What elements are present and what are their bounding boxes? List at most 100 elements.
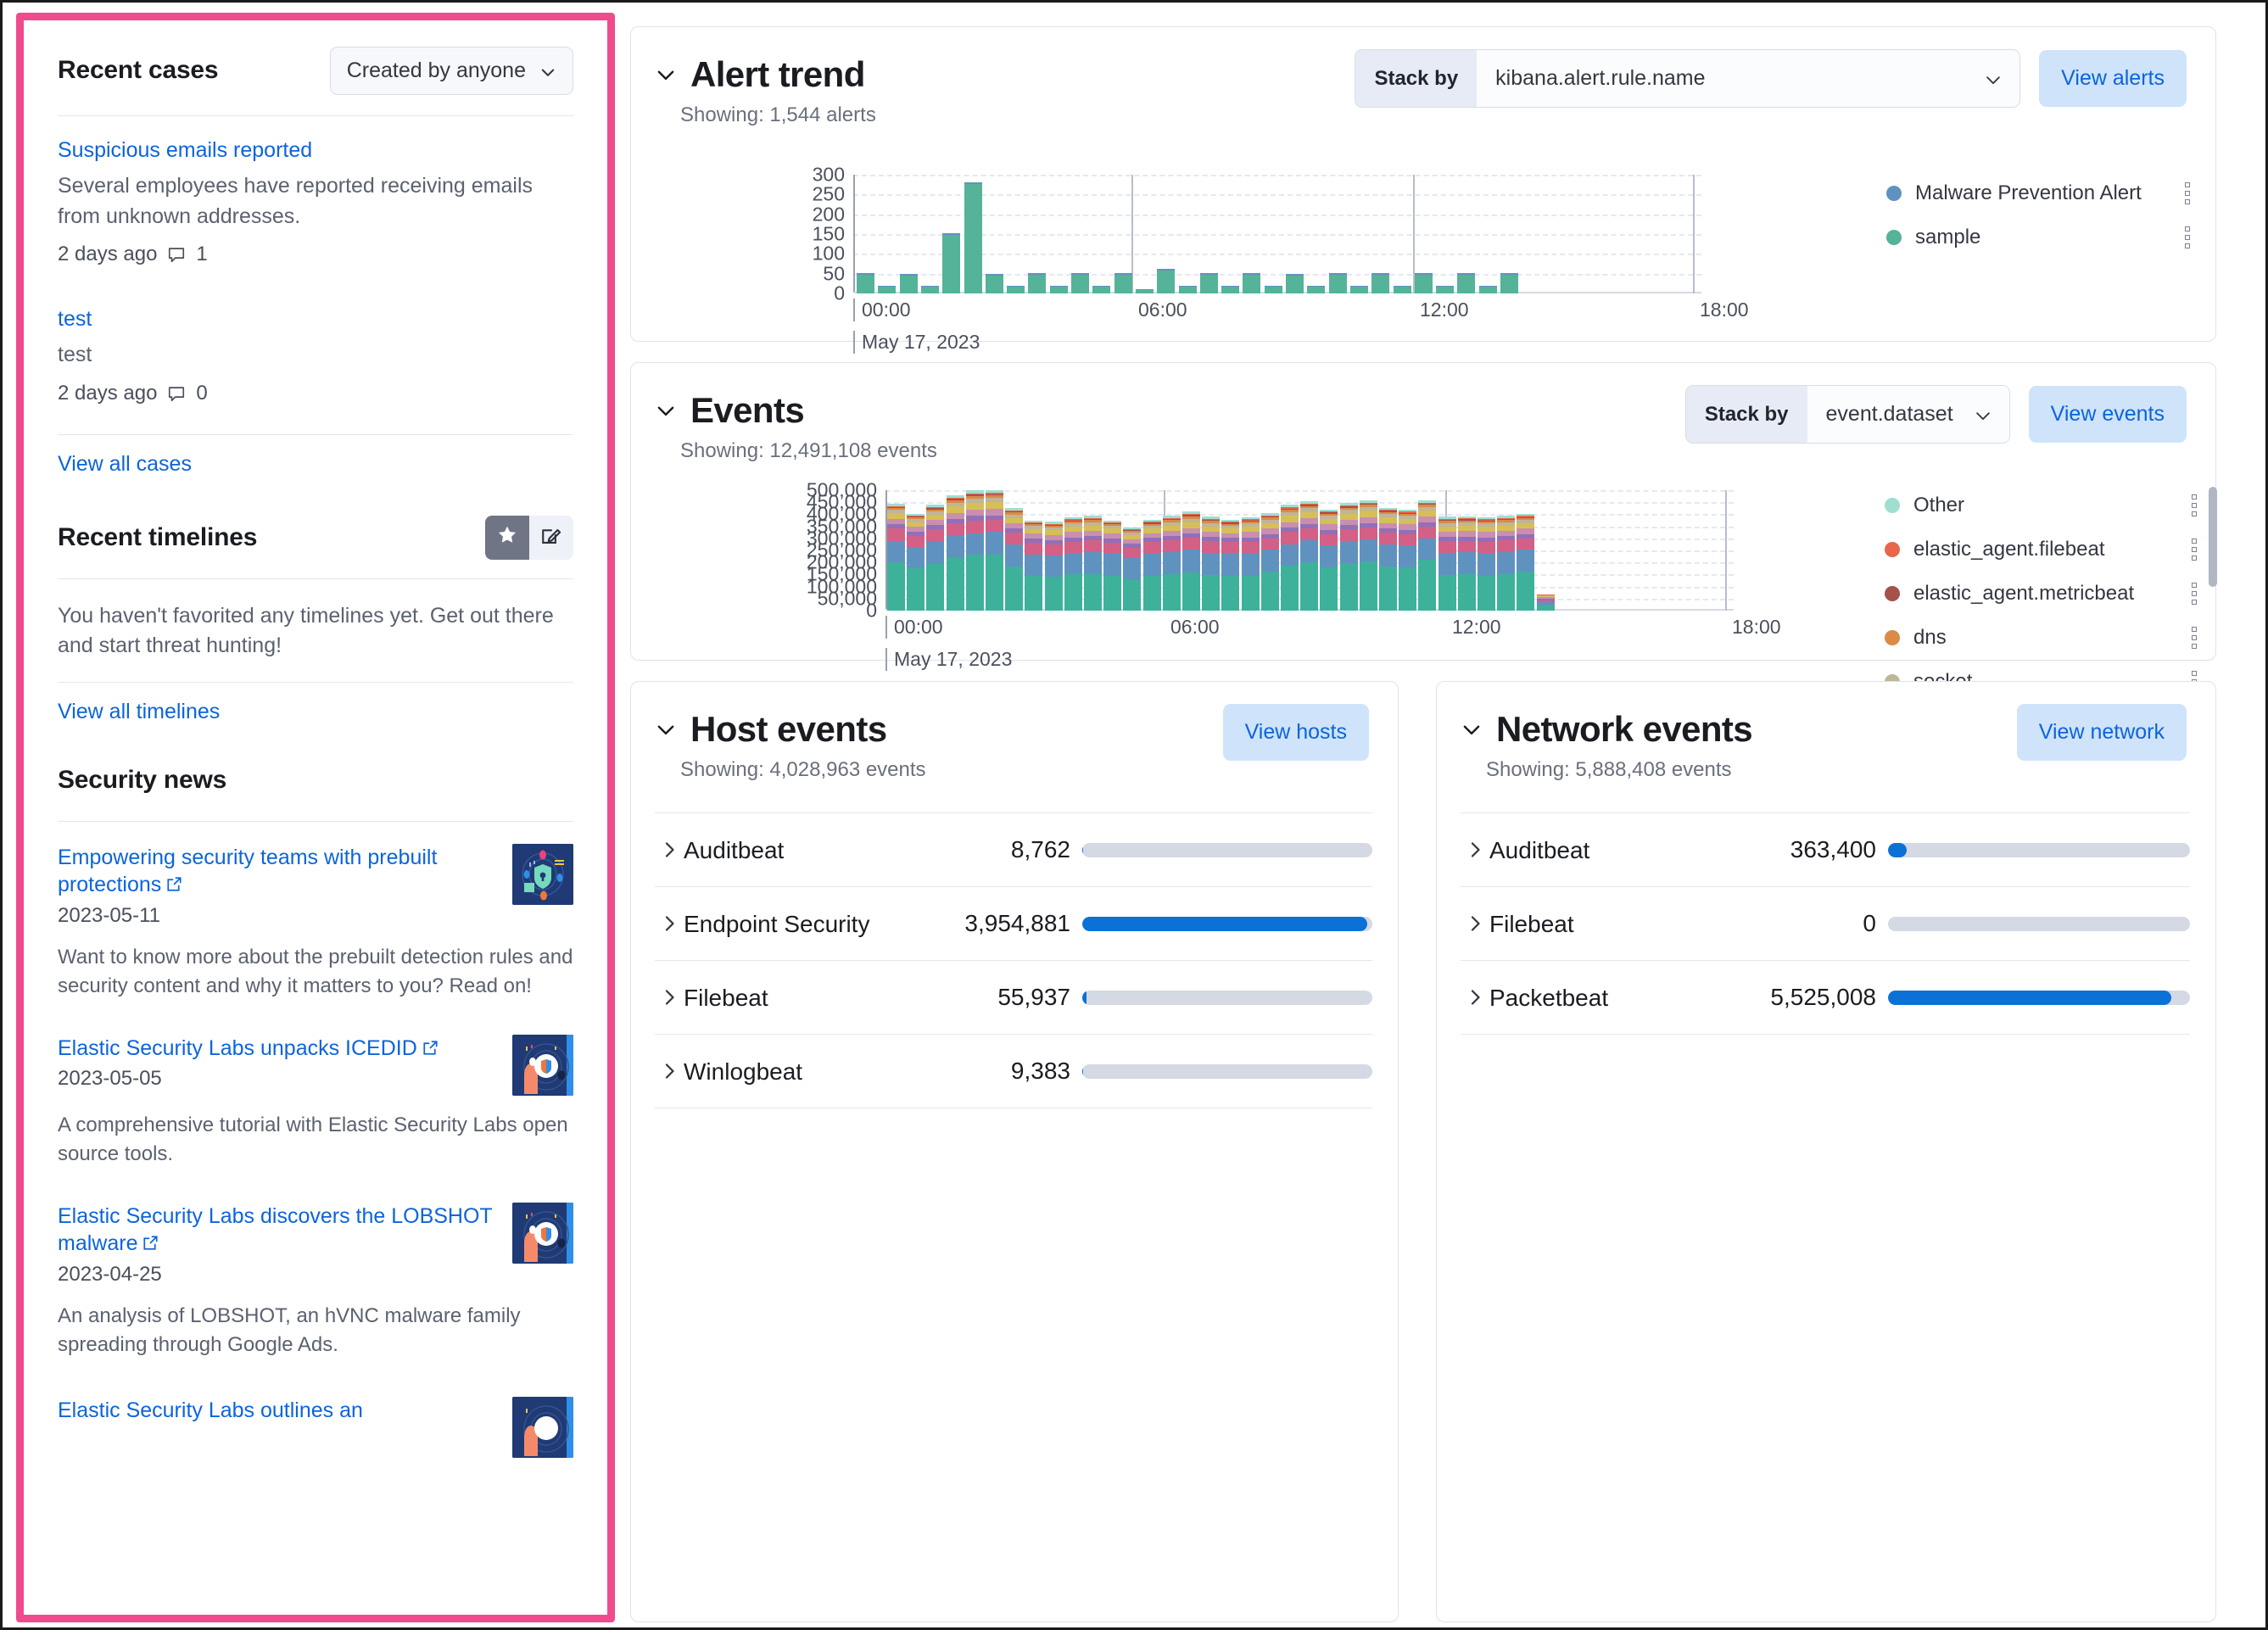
bar[interactable]	[1379, 507, 1397, 611]
bar[interactable]	[1182, 511, 1200, 611]
view-all-timelines-link[interactable]: View all timelines	[58, 699, 221, 723]
bar[interactable]	[1438, 516, 1456, 611]
alert-stack-by-select[interactable]: kibana.alert.rule.name	[1477, 50, 2020, 107]
bar[interactable]	[1436, 285, 1455, 293]
view-network-button[interactable]: View network	[2016, 704, 2187, 761]
bar[interactable]	[1123, 528, 1142, 611]
bar[interactable]	[1044, 522, 1063, 611]
bar[interactable]	[1399, 509, 1417, 611]
news-title-link[interactable]: Elastic Security Labs unpacks ICEDID	[58, 1035, 497, 1063]
bar[interactable]	[1135, 289, 1154, 293]
bar[interactable]	[1500, 272, 1518, 293]
bar[interactable]	[985, 274, 1003, 293]
bar[interactable]	[907, 513, 925, 611]
bar[interactable]	[1300, 500, 1319, 611]
bar[interactable]	[964, 181, 982, 293]
chevron-right-icon[interactable]	[655, 840, 684, 860]
bar[interactable]	[926, 505, 945, 611]
view-hosts-button[interactable]: View hosts	[1222, 704, 1369, 761]
bar[interactable]	[1478, 285, 1497, 293]
legend-item[interactable]: dns	[1885, 616, 2198, 660]
bar[interactable]	[1418, 500, 1437, 611]
bar[interactable]	[1349, 285, 1368, 293]
bar[interactable]	[1221, 285, 1240, 293]
news-title-link[interactable]: Empowering security teams with prebuilt …	[58, 844, 497, 899]
news-title-link[interactable]: Elastic Security Labs discovers the LOBS…	[58, 1203, 497, 1258]
news-title-link[interactable]: Elastic Security Labs outlines an	[58, 1397, 497, 1425]
table-row[interactable]: Filebeat 55,937	[655, 961, 1372, 1034]
alert-trend-chart[interactable]: 0 50 100 150 200 250 300 00:00 06:00 12:00 18:00 Ma…	[631, 163, 2217, 354]
legend-item[interactable]: Other	[1885, 483, 2198, 528]
bar[interactable]	[1393, 285, 1411, 293]
events-chart[interactable]: 0 50,000 100,000 150,000 200,000 250,000 300,0…	[631, 479, 2217, 693]
legend-item[interactable]: elastic_agent.filebeat	[1885, 528, 2198, 572]
view-all-cases-link[interactable]: View all cases	[58, 451, 192, 476]
bar[interactable]	[1084, 516, 1102, 611]
table-row[interactable]: Auditbeat 8,762	[655, 813, 1372, 886]
chevron-down-icon[interactable]	[1461, 718, 1483, 740]
bar[interactable]	[1414, 272, 1433, 293]
chevron-right-icon[interactable]	[655, 987, 684, 1008]
table-row[interactable]: Filebeat 0	[1461, 887, 2190, 960]
bar[interactable]	[1064, 516, 1082, 611]
bar[interactable]	[1497, 516, 1516, 611]
chevron-right-icon[interactable]	[655, 1061, 684, 1081]
bar[interactable]	[986, 489, 1003, 611]
bar[interactable]	[1320, 509, 1338, 611]
bar[interactable]	[1517, 513, 1535, 611]
bar[interactable]	[1005, 508, 1024, 611]
bar[interactable]	[899, 274, 918, 293]
table-row[interactable]: Winlogbeat 9,383	[655, 1035, 1372, 1108]
view-events-button[interactable]: View events	[2028, 386, 2187, 443]
bar[interactable]	[1264, 285, 1282, 293]
bar[interactable]	[965, 490, 984, 611]
bar[interactable]	[1028, 272, 1047, 293]
legend-item[interactable]: Malware Prevention Alert	[1886, 171, 2192, 215]
bar[interactable]	[1359, 500, 1377, 611]
bar[interactable]	[1092, 285, 1111, 293]
legend-drag-handle[interactable]	[2183, 226, 2192, 248]
legend-drag-handle[interactable]	[2190, 539, 2198, 561]
created-by-filter[interactable]: Created by anyone	[329, 46, 573, 95]
case-title-link[interactable]: test	[58, 307, 92, 331]
bar[interactable]	[920, 285, 939, 293]
bar[interactable]	[1007, 285, 1025, 293]
plot-area[interactable]	[885, 489, 1734, 611]
bar[interactable]	[1221, 520, 1240, 611]
legend-item[interactable]: sample	[1886, 215, 2192, 260]
bar[interactable]	[1307, 285, 1326, 293]
bar[interactable]	[1103, 520, 1122, 611]
chevron-right-icon[interactable]	[1461, 913, 1489, 934]
bar[interactable]	[1457, 516, 1476, 611]
bar[interactable]	[1049, 285, 1068, 293]
bar[interactable]	[857, 272, 874, 293]
chevron-down-icon[interactable]	[655, 399, 677, 421]
view-alerts-button[interactable]: View alerts	[2039, 50, 2187, 107]
bar[interactable]	[1536, 594, 1555, 611]
bar[interactable]	[887, 504, 905, 611]
favorite-timelines-button[interactable]	[485, 515, 529, 560]
legend-scrollbar[interactable]	[2209, 487, 2217, 587]
legend-item[interactable]: elastic_agent.metricbeat	[1885, 572, 2198, 616]
legend-drag-handle[interactable]	[2183, 182, 2192, 204]
bar[interactable]	[1281, 505, 1299, 611]
case-title-link[interactable]: Suspicious emails reported	[58, 138, 313, 162]
events-stack-by-select[interactable]: event.dataset	[1807, 386, 2009, 443]
new-timeline-button[interactable]	[529, 515, 573, 560]
bar[interactable]	[1157, 269, 1176, 293]
chevron-right-icon[interactable]	[1461, 840, 1489, 860]
bar[interactable]	[1202, 516, 1221, 611]
table-row[interactable]: Endpoint Security 3,954,881	[655, 887, 1372, 960]
table-row[interactable]: Packetbeat 5,525,008	[1461, 961, 2190, 1034]
bar[interactable]	[1371, 272, 1390, 293]
legend-drag-handle[interactable]	[2190, 627, 2198, 649]
bar[interactable]	[1025, 520, 1043, 611]
bar[interactable]	[878, 285, 897, 293]
chevron-down-icon[interactable]	[655, 64, 677, 86]
bar[interactable]	[1178, 285, 1197, 293]
bar[interactable]	[1162, 516, 1181, 611]
bar[interactable]	[1243, 272, 1261, 293]
legend-drag-handle[interactable]	[2190, 583, 2198, 605]
bar[interactable]	[946, 494, 964, 611]
bar[interactable]	[1260, 513, 1279, 611]
